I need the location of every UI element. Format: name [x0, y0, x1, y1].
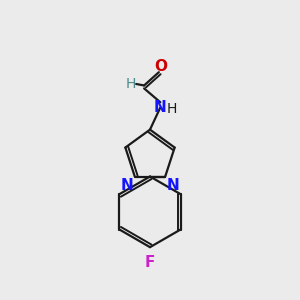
Text: H: H	[126, 77, 136, 91]
Text: F: F	[145, 255, 155, 270]
Text: N: N	[154, 100, 167, 115]
Text: N: N	[167, 178, 179, 193]
Text: N: N	[121, 178, 133, 193]
Text: O: O	[154, 59, 167, 74]
Text: H: H	[166, 102, 177, 116]
